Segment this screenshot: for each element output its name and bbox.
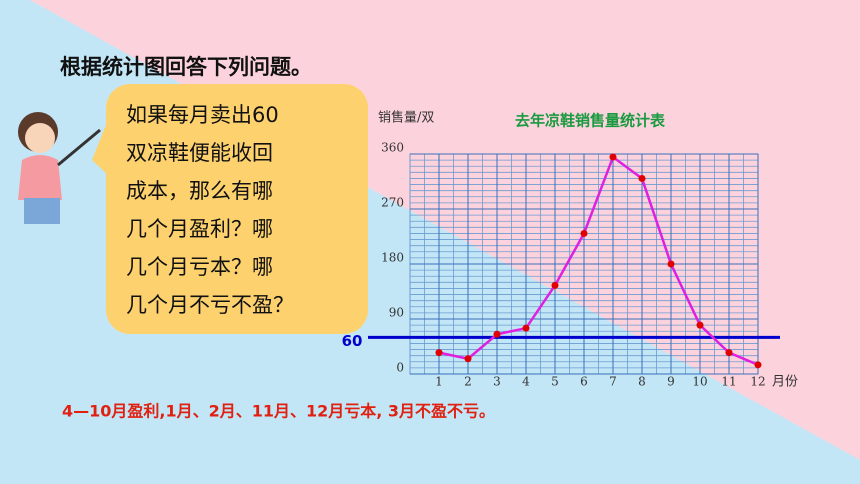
x-tick-label: 12 [750, 375, 765, 389]
answer: 4—10月盈利,1月、2月、11月、12月亏本, 3月不盈不亏。 [62, 402, 495, 421]
data-point [667, 260, 675, 268]
data-point [435, 349, 443, 357]
data-point [609, 153, 617, 161]
x-tick-label: 2 [464, 375, 472, 389]
y-tick-label: 90 [389, 306, 404, 320]
data-point [551, 281, 559, 289]
teacher [18, 112, 101, 224]
data-point [725, 349, 733, 357]
x-tick-label: 11 [721, 375, 736, 389]
y-tick-label: 180 [381, 251, 404, 265]
x-axis-label: 月份 [772, 375, 798, 390]
x-tick-label: 3 [493, 375, 501, 389]
speech-line: 成本，那么有哪 [126, 179, 273, 203]
instruction: 根据统计图回答下列问题。 [60, 55, 312, 79]
data-point [464, 355, 472, 363]
data-point [522, 324, 530, 332]
y-tick-label: 0 [396, 361, 404, 375]
speech-line: 如果每月卖出60 [126, 103, 279, 127]
x-tick-label: 1 [435, 375, 443, 389]
chart-title: 去年凉鞋销售量统计表 [515, 112, 666, 130]
reference-label: 60 [342, 332, 363, 350]
x-tick-label: 9 [667, 375, 675, 389]
x-tick-label: 4 [522, 375, 530, 389]
speech-line: 几个月不亏不盈？ [126, 293, 294, 317]
data-point [580, 229, 588, 237]
speech-line: 几个月亏本？哪 [126, 255, 273, 279]
y-tick-label: 270 [381, 196, 404, 210]
y-tick-label: 360 [381, 141, 404, 155]
speech-bubble [92, 84, 368, 334]
x-tick-label: 10 [692, 375, 707, 389]
data-point [493, 330, 501, 338]
data-point [638, 174, 646, 182]
data-point [754, 361, 762, 369]
x-tick-label: 7 [609, 375, 617, 389]
y-axis-label: 销售量/双 [378, 110, 434, 126]
x-tick-label: 8 [638, 375, 646, 389]
x-tick-label: 5 [551, 375, 559, 389]
x-tick-label: 6 [580, 375, 588, 389]
speech-line: 双凉鞋便能收回 [126, 141, 273, 165]
data-line [438, 155, 759, 366]
speech-line: 几个月盈利？哪 [126, 217, 273, 241]
data-point [696, 321, 704, 329]
